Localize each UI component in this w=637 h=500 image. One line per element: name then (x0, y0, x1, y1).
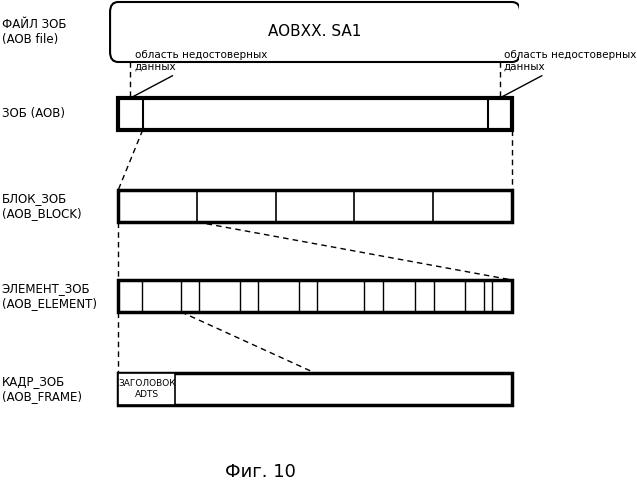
Text: Фиг. 10: Фиг. 10 (225, 463, 296, 481)
Bar (240, 280, 258, 312)
Bar (118, 373, 175, 405)
Text: область недостоверных
данных: область недостоверных данных (133, 50, 267, 96)
Text: область недостоверных
данных: область недостоверных данных (502, 50, 636, 96)
Bar (364, 280, 383, 312)
Bar (118, 190, 512, 222)
Text: ЗАГОЛОВОК
ADTS: ЗАГОЛОВОК ADTS (118, 380, 176, 398)
Bar (118, 280, 142, 312)
Text: БЛОК_ЗОБ
(AOB_BLOCK): БЛОК_ЗОБ (AOB_BLOCK) (2, 192, 82, 220)
Bar (415, 280, 434, 312)
Text: ФАЙЛ ЗОБ
(AOB file): ФАЙЛ ЗОБ (AOB file) (2, 18, 66, 46)
Bar (118, 280, 512, 312)
Text: ЗОБ (AOB): ЗОБ (AOB) (2, 108, 64, 120)
Bar (465, 280, 484, 312)
Text: КАДР_ЗОБ
(AOB_FRAME): КАДР_ЗОБ (AOB_FRAME) (2, 375, 82, 403)
Bar (181, 280, 199, 312)
FancyBboxPatch shape (110, 2, 520, 62)
Text: AOBXX. SA1: AOBXX. SA1 (268, 24, 362, 40)
Bar (118, 373, 175, 405)
Bar (118, 98, 512, 130)
Bar (118, 98, 143, 130)
Text: ЭЛЕМЕНТ_ЗОБ
(AOB_ELEMENT): ЭЛЕМЕНТ_ЗОБ (AOB_ELEMENT) (2, 282, 97, 310)
Bar (118, 98, 512, 130)
Bar (118, 373, 512, 405)
Bar (299, 280, 317, 312)
Bar (118, 280, 512, 312)
Bar (487, 98, 512, 130)
